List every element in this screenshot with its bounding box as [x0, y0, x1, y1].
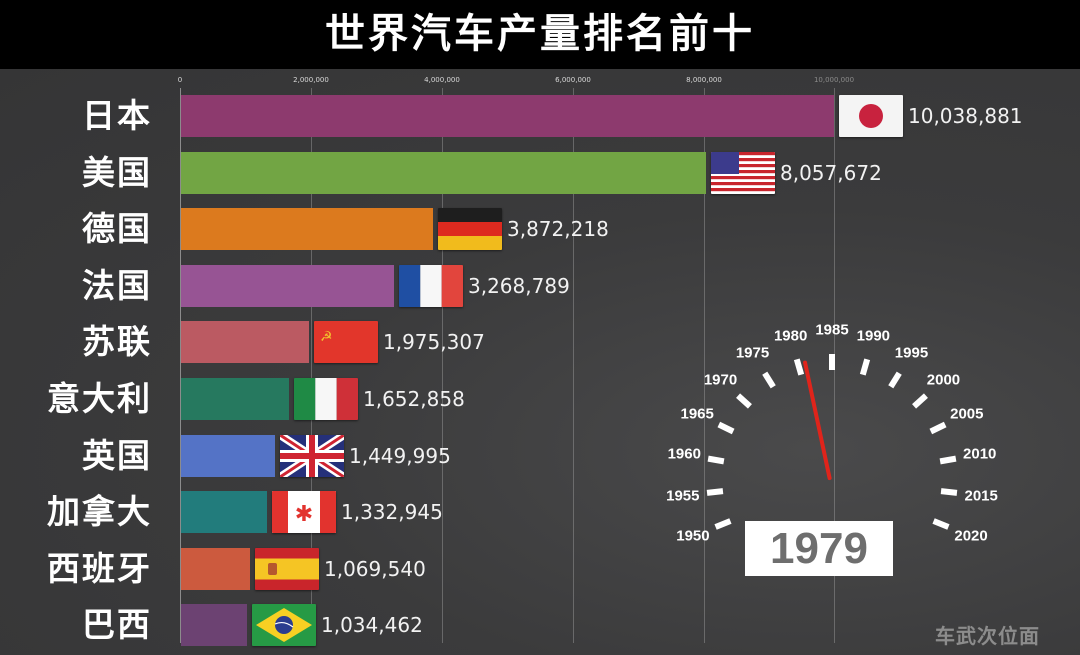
gauge-year-label: 1965 [680, 405, 714, 423]
bar [181, 604, 247, 647]
value-label: 3,872,218 [507, 217, 609, 242]
value-label: 1,975,307 [383, 330, 485, 355]
brazil-flag-icon [252, 604, 316, 647]
country-label: 意大利 [47, 379, 152, 418]
country-label: 美国 [82, 152, 152, 192]
france-flag-icon [399, 264, 463, 307]
japan-flag-icon [839, 95, 903, 137]
gauge-year-label: 2020 [954, 527, 988, 545]
gauge-year-label: 1995 [894, 344, 929, 362]
country-label: 德国 [82, 209, 152, 249]
value-label: 3,268,789 [468, 273, 570, 298]
axis-tick-label: 4,000,000 [424, 76, 460, 84]
value-label: 1,449,995 [349, 443, 451, 468]
watermark: 车武次位面 [935, 624, 1040, 648]
country-label: 日本 [82, 96, 152, 135]
ussr-flag-icon: ☭ [314, 321, 378, 364]
bar [181, 151, 706, 194]
gauge-tick [829, 354, 835, 370]
value-label: 10,038,881 [908, 104, 1023, 128]
gauge-year-label: 2015 [964, 487, 998, 505]
italy-flag-icon [294, 378, 358, 420]
axis-tick-label: 10,000,000 [813, 76, 855, 84]
bar [181, 547, 250, 590]
country-label: 巴西 [82, 605, 152, 645]
gauge-year-label: 1990 [856, 327, 891, 345]
axis-tick-label: 2,000,000 [293, 76, 329, 84]
axis-tick-label: 8,000,000 [686, 76, 722, 84]
chart-title: 世界汽车产量排名前十 [325, 11, 755, 57]
gridline [704, 88, 705, 643]
gauge-year-label: 1950 [676, 527, 710, 545]
gauge-year-label: 1955 [666, 487, 700, 505]
gauge-year-label: 1970 [703, 371, 738, 389]
germany-flag-icon [438, 208, 502, 251]
usa-flag-icon [711, 151, 775, 194]
uk-flag-icon [280, 434, 344, 477]
gridline [573, 88, 574, 643]
svg-text:☭: ☭ [320, 329, 333, 345]
bar [181, 208, 433, 251]
bar [181, 378, 289, 420]
value-label: 8,057,672 [780, 160, 882, 185]
axis-tick-label: 6,000,000 [555, 76, 591, 84]
gauge-year-label: 1960 [667, 445, 701, 463]
axis-tick-label: 0 [177, 76, 183, 84]
gauge-year-label: 2010 [963, 445, 997, 463]
value-label: 1,034,462 [321, 613, 423, 638]
gauge-year-label: 2000 [926, 371, 961, 389]
bar [181, 434, 275, 477]
country-label: 西班牙 [47, 548, 152, 588]
axis-baseline [180, 88, 181, 643]
gauge-year-label: 1985 [815, 321, 849, 339]
value-label: 1,069,540 [324, 556, 426, 581]
current-year-display: 1979 [745, 521, 893, 576]
bar [181, 264, 394, 307]
gauge-year-label: 2005 [950, 405, 984, 423]
value-label: 1,652,858 [363, 387, 465, 411]
country-label: 加拿大 [47, 492, 152, 532]
gauge-year-label: 1980 [773, 327, 808, 345]
value-label: 1,332,945 [341, 500, 443, 525]
spain-flag-icon [255, 547, 319, 590]
canada-flag-icon: ✱ [272, 491, 336, 534]
bar [181, 95, 834, 137]
country-label: 法国 [82, 265, 152, 305]
bar [181, 491, 267, 534]
country-label: 苏联 [82, 322, 152, 362]
title-bar [0, 0, 1080, 69]
country-label: 英国 [82, 435, 152, 475]
svg-text:✱: ✱ [295, 502, 313, 527]
gridline [311, 88, 312, 643]
gridline [442, 88, 443, 643]
bar [181, 321, 309, 364]
gauge-year-label: 1975 [735, 344, 770, 362]
